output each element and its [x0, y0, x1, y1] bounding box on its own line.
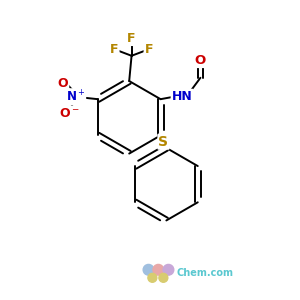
Text: Chem.com: Chem.com	[176, 268, 233, 278]
Text: O: O	[58, 77, 68, 90]
Text: O$^-$: O$^-$	[58, 106, 80, 120]
Text: F: F	[145, 43, 153, 56]
Circle shape	[163, 264, 174, 275]
Text: O: O	[195, 54, 206, 67]
Text: HN: HN	[172, 90, 192, 103]
Text: S: S	[158, 135, 169, 149]
Text: N$^+$: N$^+$	[66, 89, 85, 104]
Text: F: F	[127, 32, 136, 45]
Circle shape	[159, 273, 168, 282]
Text: F: F	[110, 43, 118, 56]
Circle shape	[148, 273, 157, 282]
Circle shape	[143, 264, 154, 275]
Circle shape	[153, 264, 164, 275]
